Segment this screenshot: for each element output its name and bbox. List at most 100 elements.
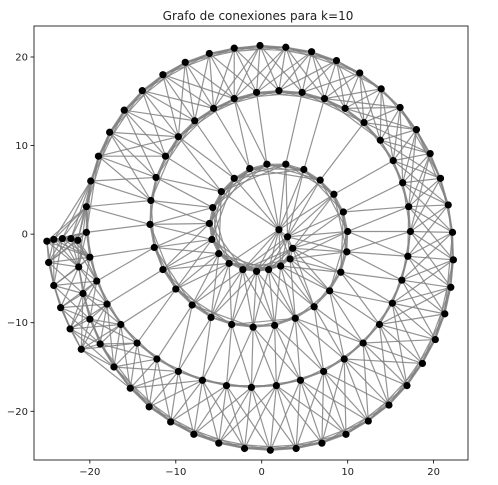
edge: [193, 386, 252, 435]
edge: [155, 176, 214, 209]
edge: [213, 47, 235, 109]
edge: [77, 180, 92, 241]
node-point: [215, 250, 223, 258]
edge: [177, 371, 195, 435]
node-point: [217, 188, 225, 196]
edge: [154, 246, 219, 255]
edge: [213, 108, 251, 169]
edge: [410, 204, 449, 232]
node-point: [263, 160, 271, 168]
edge: [344, 358, 408, 387]
edge: [249, 168, 321, 181]
node-point: [94, 152, 103, 160]
node-point: [58, 234, 66, 243]
edge: [340, 211, 344, 273]
node-point: [385, 401, 393, 409]
edge: [274, 324, 325, 372]
node-point: [275, 87, 283, 95]
edge: [53, 266, 80, 286]
edge: [280, 265, 330, 292]
edge: [233, 98, 251, 169]
node-point: [198, 376, 207, 384]
edge: [213, 45, 261, 109]
node-point: [120, 106, 128, 114]
edge: [278, 179, 321, 231]
node-point: [266, 446, 274, 454]
edge: [46, 240, 80, 268]
edge: [362, 343, 369, 422]
edge: [153, 247, 193, 306]
node-point: [405, 203, 413, 211]
node-point: [286, 255, 294, 263]
y-tick-label: 0: [22, 230, 28, 241]
edge: [275, 385, 323, 444]
node-point: [377, 85, 385, 93]
edge: [393, 152, 431, 162]
node-point: [316, 176, 324, 184]
edge: [60, 303, 108, 309]
edge: [154, 238, 212, 249]
node-point: [364, 417, 372, 425]
edge: [250, 327, 254, 388]
edge: [402, 153, 431, 184]
node-point: [43, 237, 51, 245]
edge: [162, 253, 219, 271]
edge: [211, 178, 235, 240]
edge: [184, 61, 215, 109]
edge: [311, 51, 326, 99]
edge: [268, 269, 296, 319]
edge: [226, 385, 271, 451]
node-point: [146, 220, 154, 228]
edge: [289, 258, 341, 273]
edge: [123, 109, 179, 138]
edge: [278, 51, 313, 92]
node-point: [343, 248, 351, 256]
edge: [194, 53, 210, 121]
edge: [142, 90, 214, 109]
edge: [61, 238, 80, 268]
node-point: [87, 177, 95, 185]
edge: [80, 319, 91, 350]
node-point: [67, 234, 75, 243]
edge: [410, 230, 453, 233]
edge: [329, 231, 349, 292]
node-point: [93, 277, 101, 285]
node-point: [208, 235, 216, 244]
edge: [380, 139, 441, 179]
edge: [380, 139, 431, 155]
edge: [53, 239, 80, 268]
edge: [323, 371, 369, 422]
node-point: [82, 203, 91, 211]
edge: [156, 358, 172, 423]
edge: [346, 251, 408, 257]
edge: [89, 280, 98, 320]
edge: [379, 88, 382, 141]
edge: [407, 231, 453, 257]
edge: [77, 240, 80, 267]
node-point: [426, 149, 434, 158]
edge: [313, 306, 364, 344]
node-point: [190, 430, 198, 438]
edge: [150, 222, 210, 225]
edge: [250, 325, 276, 388]
edge: [201, 380, 220, 444]
node-point: [205, 49, 213, 58]
edge: [53, 180, 92, 240]
edge: [228, 263, 233, 325]
node-point: [240, 444, 249, 453]
edge: [274, 325, 301, 381]
edge: [292, 248, 315, 307]
chart-title: Grafo de conexiones para k=10: [163, 9, 354, 23]
edge: [402, 129, 418, 183]
node-point: [406, 227, 415, 236]
node-point: [66, 325, 74, 333]
edge: [256, 271, 276, 326]
edge: [363, 121, 431, 155]
edge: [218, 191, 222, 254]
edge: [141, 90, 196, 122]
edge: [410, 230, 454, 261]
node-point: [298, 88, 306, 97]
edge: [106, 269, 164, 305]
edge: [344, 107, 417, 131]
edge: [278, 47, 287, 91]
